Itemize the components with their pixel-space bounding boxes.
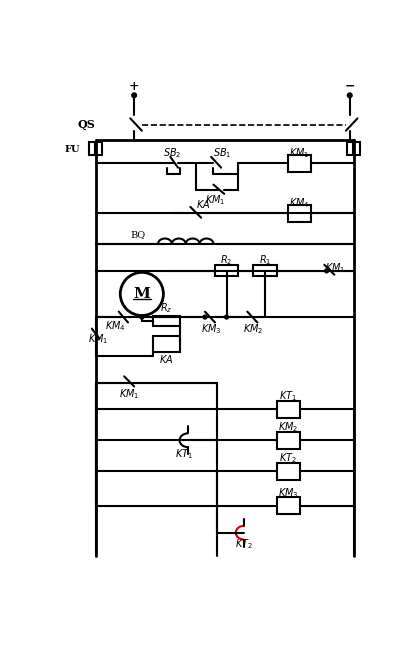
Text: $KM_2$: $KM_2$ [278,421,298,434]
Text: $KM_1$: $KM_1$ [88,332,108,345]
Text: $R_2$: $R_2$ [220,253,233,267]
Text: $R_1$: $R_1$ [259,253,271,267]
Circle shape [224,315,229,319]
Text: $KA$: $KA$ [159,353,174,366]
Text: $KM_1$: $KM_1$ [119,387,139,401]
Bar [97,142,102,155]
Bar [354,142,360,155]
Bar [153,336,180,353]
Text: $KM_1$: $KM_1$ [205,193,225,207]
Text: $KM_3$: $KM_3$ [201,322,222,336]
Circle shape [132,93,136,97]
Bar [347,142,353,155]
Text: $KM_1$: $KM_1$ [290,146,310,160]
Text: $KM_4$: $KM_4$ [104,319,125,333]
Text: $SB_2$: $SB_2$ [163,146,182,160]
Text: $KT_1$: $KT_1$ [279,389,297,404]
Text: $KA$: $KA$ [196,198,211,210]
Bar [253,266,277,276]
Circle shape [347,93,352,97]
Circle shape [140,315,144,319]
Text: $KT_2$: $KT_2$ [235,537,253,551]
Bar [277,432,300,449]
Text: +: + [129,80,140,93]
Bar [277,462,300,479]
Text: $SB_1$: $SB_1$ [214,146,232,160]
Circle shape [325,269,329,273]
Text: $KM_2$: $KM_2$ [243,322,264,336]
Bar [288,204,311,221]
Bar [153,315,180,326]
Text: $R_z$: $R_z$ [160,301,173,315]
Text: $KT_1$: $KT_1$ [175,447,193,461]
Text: $KM_4$: $KM_4$ [289,196,310,210]
Bar [288,155,311,172]
Bar [277,497,300,514]
Bar [277,401,300,418]
Text: FU: FU [65,146,80,155]
Bar [89,142,95,155]
Text: QS: QS [78,119,96,130]
Text: $KM_3$: $KM_3$ [278,486,298,500]
Text: $KM_1$: $KM_1$ [326,262,346,276]
Text: −: − [344,80,355,93]
Text: M: M [133,287,150,301]
Bar [215,266,238,276]
Circle shape [203,315,207,319]
Text: BQ: BQ [130,230,145,239]
Text: $KT_2$: $KT_2$ [279,451,297,465]
